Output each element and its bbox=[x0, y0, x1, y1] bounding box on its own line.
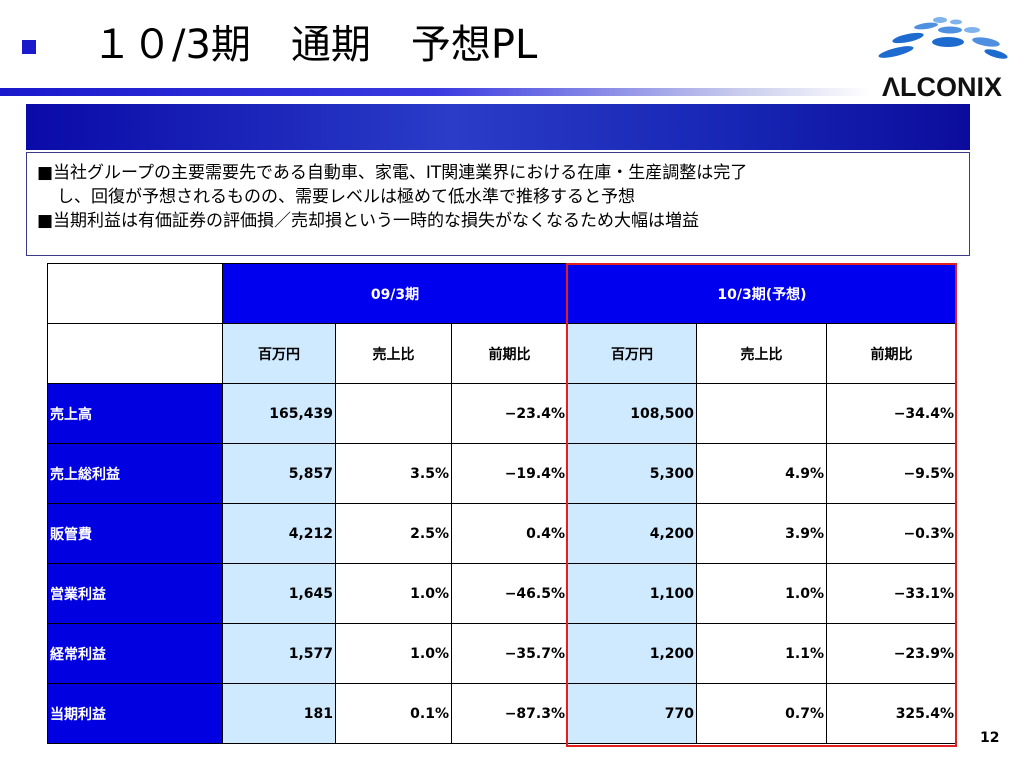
corner-cell-2 bbox=[47, 323, 223, 384]
row-label: 売上総利益 bbox=[47, 443, 223, 504]
table-cell bbox=[696, 383, 827, 444]
table-row: 経常利益 1,577 1.0% −35.7% 1,200 1.1% −23.9% bbox=[47, 623, 957, 684]
table-cell: 770 bbox=[567, 683, 697, 744]
page-title: １０/3期 通期 予想PL bbox=[92, 22, 538, 68]
col-header: 売上比 bbox=[696, 323, 827, 384]
table-cell: 181 bbox=[222, 683, 336, 744]
note-2: ■当期利益は有価証券の評価損／売却損という一時的な損失がなくなるため大幅は増益 bbox=[37, 211, 700, 231]
table-cell: 108,500 bbox=[567, 383, 697, 444]
table-row: 営業利益 1,645 1.0% −46.5% 1,100 1.0% −33.1% bbox=[47, 563, 957, 624]
logo-mark-icon bbox=[878, 17, 1008, 59]
period-header-row: 09/3期 10/3期(予想) bbox=[47, 263, 957, 324]
title-underline bbox=[0, 88, 870, 96]
summary-notes: ■当社グループの主要需要先である自動車、家電、IT関連業界における在庫・生産調整… bbox=[26, 152, 970, 256]
table-row: 販管費 4,212 2.5% 0.4% 4,200 3.9% −0.3% bbox=[47, 503, 957, 564]
col-header: 百万円 bbox=[567, 323, 697, 384]
table-cell: −46.5% bbox=[451, 563, 568, 624]
period-header-0903: 09/3期 bbox=[222, 263, 568, 324]
row-label: 売上高 bbox=[47, 383, 223, 444]
table-cell: 325.4% bbox=[826, 683, 957, 744]
table-cell: 4.9% bbox=[696, 443, 827, 504]
table-cell: −35.7% bbox=[451, 623, 568, 684]
col-header: 売上比 bbox=[335, 323, 452, 384]
table-row: 売上高 165,439 −23.4% 108,500 −34.4% bbox=[47, 383, 957, 444]
corner-cell bbox=[47, 263, 223, 324]
table-cell: −33.1% bbox=[826, 563, 957, 624]
period-header-1003: 10/3期(予想) bbox=[567, 263, 957, 324]
table-cell: 1,100 bbox=[567, 563, 697, 624]
row-label: 販管費 bbox=[47, 503, 223, 564]
table-cell: −0.3% bbox=[826, 503, 957, 564]
table-cell: 5,300 bbox=[567, 443, 697, 504]
table-cell: 1.1% bbox=[696, 623, 827, 684]
table-cell: 4,200 bbox=[567, 503, 697, 564]
table-cell: 1.0% bbox=[335, 623, 452, 684]
table-cell: 2.5% bbox=[335, 503, 452, 564]
row-label: 経常利益 bbox=[47, 623, 223, 684]
table-row: 当期利益 181 0.1% −87.3% 770 0.7% 325.4% bbox=[47, 683, 957, 744]
alconix-logo: ΛLCONIX bbox=[868, 14, 1016, 102]
table-cell: 3.5% bbox=[335, 443, 452, 504]
table-cell: 0.4% bbox=[451, 503, 568, 564]
table-cell: 5,857 bbox=[222, 443, 336, 504]
title-bullet-icon bbox=[22, 40, 36, 54]
table-cell: 0.1% bbox=[335, 683, 452, 744]
note-1: ■当社グループの主要需要先である自動車、家電、IT関連業界における在庫・生産調整… bbox=[37, 163, 748, 183]
table-cell: −19.4% bbox=[451, 443, 568, 504]
table-row: 売上総利益 5,857 3.5% −19.4% 5,300 4.9% −9.5% bbox=[47, 443, 957, 504]
subheader-row: 百万円 売上比 前期比 百万円 売上比 前期比 bbox=[47, 323, 957, 384]
note-1-continued: し、回復が予想されるものの、需要レベルは極めて低水準で推移すると予想 bbox=[57, 187, 635, 207]
col-header: 前期比 bbox=[451, 323, 568, 384]
table-cell: 1,200 bbox=[567, 623, 697, 684]
table-cell: 1.0% bbox=[696, 563, 827, 624]
row-label: 営業利益 bbox=[47, 563, 223, 624]
table-cell: 1,577 bbox=[222, 623, 336, 684]
pl-table: 09/3期 10/3期(予想) 百万円 売上比 前期比 百万円 売上比 前期比 … bbox=[47, 263, 957, 744]
col-header: 前期比 bbox=[826, 323, 957, 384]
table-cell: 3.9% bbox=[696, 503, 827, 564]
table-cell: −34.4% bbox=[826, 383, 957, 444]
table-cell: 0.7% bbox=[696, 683, 827, 744]
logo-wordmark: ΛLCONIX bbox=[881, 72, 1002, 102]
col-header: 百万円 bbox=[222, 323, 336, 384]
table-cell: −23.4% bbox=[451, 383, 568, 444]
table-cell: −23.9% bbox=[826, 623, 957, 684]
table-cell bbox=[335, 383, 452, 444]
table-cell: 1.0% bbox=[335, 563, 452, 624]
table-cell: −9.5% bbox=[826, 443, 957, 504]
page-number: 12 bbox=[980, 730, 1000, 746]
table-cell: 1,645 bbox=[222, 563, 336, 624]
table-cell: 4,212 bbox=[222, 503, 336, 564]
table-cell: 165,439 bbox=[222, 383, 336, 444]
table-cell: −87.3% bbox=[451, 683, 568, 744]
blue-banner bbox=[26, 104, 970, 150]
row-label: 当期利益 bbox=[47, 683, 223, 744]
